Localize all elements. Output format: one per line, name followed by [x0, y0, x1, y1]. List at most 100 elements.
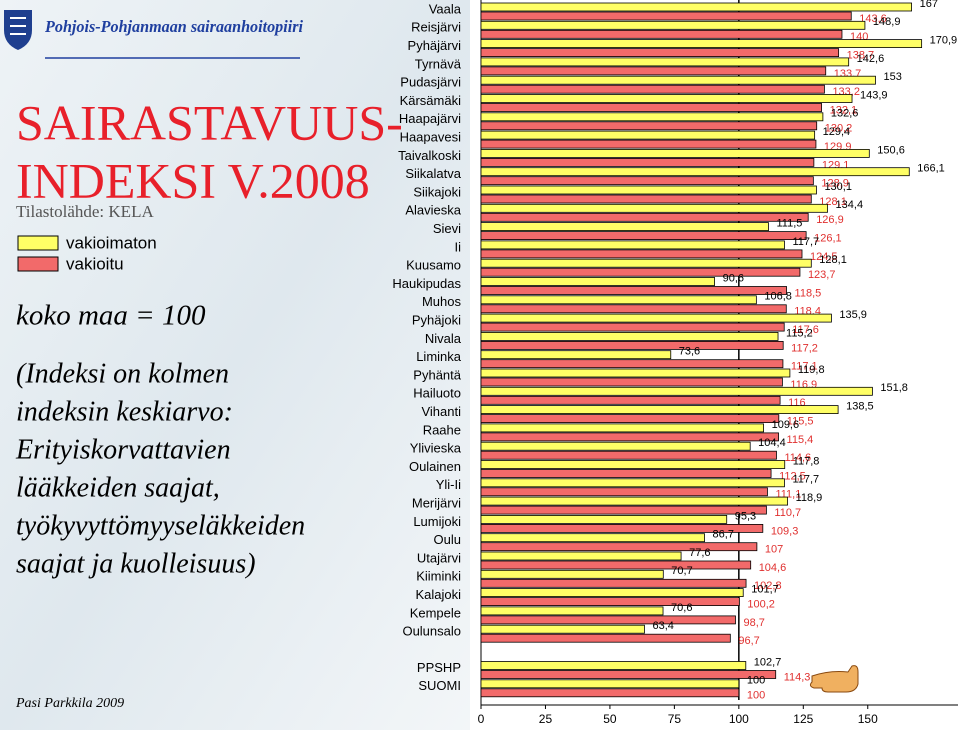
data-label: 118,9 — [796, 492, 823, 504]
bar — [480, 157, 815, 167]
pointing-hand — [809, 665, 859, 693]
x-tick-label: 150 — [858, 712, 878, 726]
bar — [480, 377, 783, 387]
bar — [480, 395, 781, 405]
data-label: 115,5 — [787, 416, 814, 428]
bar — [480, 441, 751, 451]
bar — [480, 267, 801, 277]
y-tick-label: Tyrnävä — [415, 56, 462, 71]
bar — [480, 560, 752, 570]
title: SAIRASTAVUUS- — [16, 94, 403, 150]
bar — [480, 75, 876, 85]
bar — [480, 615, 736, 625]
bar — [480, 405, 839, 415]
explanation: (Indeksi on kolmen — [16, 358, 229, 389]
bar — [480, 222, 769, 232]
bar — [480, 66, 827, 76]
data-label: 153 — [883, 71, 901, 83]
chart: 0 25 50 75 100 125 150 Vaala 167 143,6 Reisjärvi 14… — [392, 0, 958, 726]
bar — [480, 11, 852, 21]
data-label: 63,4 — [652, 620, 673, 632]
bar — [480, 249, 803, 259]
data-label: 132,6 — [831, 108, 859, 120]
y-tick-label: Kempele — [410, 605, 461, 620]
bar — [480, 661, 747, 670]
author: Pasi Parkkila 2009 — [15, 696, 124, 711]
bar — [480, 679, 740, 689]
y-tick-label: Oulu — [434, 532, 461, 547]
y-tick-label: Nivala — [425, 331, 462, 346]
bar — [480, 597, 740, 606]
data-label: 143,9 — [860, 89, 888, 101]
data-label: 130,2 — [825, 123, 853, 135]
bar — [480, 57, 850, 67]
bar — [480, 633, 731, 643]
bar — [480, 2, 912, 12]
bar — [480, 496, 788, 506]
legend-label: vakioimaton — [66, 233, 157, 252]
bar — [480, 368, 791, 378]
x-tick-label: 100 — [729, 712, 749, 726]
data-label: 100,2 — [747, 599, 775, 611]
data-label: 117,7 — [792, 236, 819, 248]
bar — [480, 231, 807, 241]
legend-swatch — [17, 235, 59, 251]
bar — [480, 185, 817, 195]
explanation: lääkkeiden saajat, — [16, 472, 220, 503]
bar — [480, 469, 772, 478]
data-label: 117,7 — [792, 474, 819, 486]
bar — [480, 112, 824, 122]
x-tick-label: 50 — [603, 712, 617, 726]
y-tick-label: Yli-Ii — [436, 477, 461, 492]
bar — [480, 487, 768, 497]
y-tick-label: Haapajärvi — [399, 111, 461, 126]
data-label: 86,7 — [713, 529, 734, 541]
bar — [480, 551, 682, 561]
x-tick-label: 0 — [478, 712, 485, 726]
data-label: 123,7 — [808, 269, 836, 281]
bar — [480, 588, 744, 597]
left-text: SAIRASTAVUUS-INDEKSI V.2008Tilastolähde:… — [15, 94, 403, 711]
bar — [480, 670, 777, 679]
data-label: 143,6 — [859, 13, 887, 25]
y-tick-label: Pudasjärvi — [400, 75, 461, 90]
data-label: 115,4 — [787, 434, 814, 446]
data-label: 119,8 — [798, 364, 825, 376]
y-tick-label: Sievi — [433, 221, 461, 236]
background — [0, 0, 470, 730]
data-label: 104,4 — [758, 437, 786, 449]
bar — [480, 148, 870, 158]
data-label: 96,7 — [738, 635, 759, 647]
y-tick-label: Taivalkoski — [398, 148, 461, 163]
data-label: 77,6 — [689, 547, 710, 559]
y-tick-label: Hailuoto — [413, 386, 461, 401]
bar — [480, 542, 758, 552]
y-tick-label: Ii — [455, 239, 462, 254]
bar — [480, 84, 825, 94]
data-label: 166,1 — [917, 163, 945, 175]
bar — [480, 478, 785, 488]
y-tick-label: SUOMI — [418, 678, 461, 693]
data-label: 114,3 — [784, 671, 811, 683]
y-tick-label: Vaala — [429, 1, 462, 16]
data-label: 134,4 — [836, 199, 864, 211]
bar — [480, 578, 747, 588]
bar — [480, 350, 672, 360]
y-tick-label: Pyhäjoki — [412, 313, 461, 328]
legend-label: vakioitu — [66, 254, 124, 273]
y-tick-label: Haapavesi — [400, 130, 462, 145]
y-tick-label: Utajärvi — [417, 550, 461, 565]
data-label: 148,9 — [873, 16, 901, 28]
data-label: 98,7 — [743, 617, 764, 629]
bar — [480, 29, 843, 39]
source: Tilastolähde: KELA — [16, 202, 154, 221]
bar — [480, 450, 777, 460]
data-label: 102,7 — [754, 656, 782, 668]
bar — [480, 240, 785, 250]
logo — [4, 10, 32, 50]
x-tick-label: 25 — [539, 712, 553, 726]
note: koko maa = 100 — [16, 300, 206, 332]
bar — [480, 130, 816, 140]
bar — [480, 295, 757, 305]
